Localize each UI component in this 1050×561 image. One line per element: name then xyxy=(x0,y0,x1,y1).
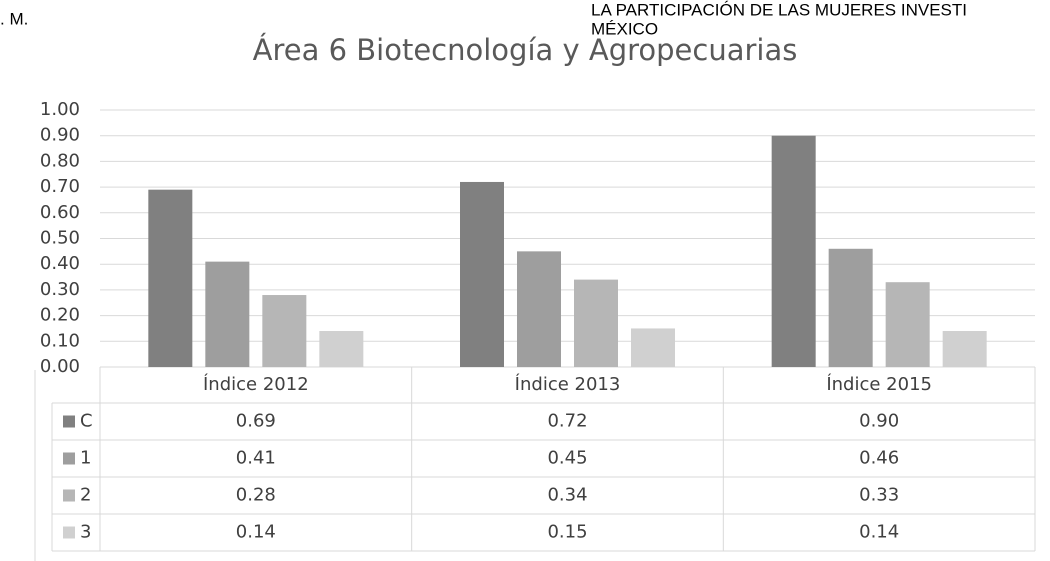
y-tick-label: 0.00 xyxy=(40,356,80,377)
table-value: 0.34 xyxy=(547,485,587,506)
legend-label: C xyxy=(80,411,93,432)
y-tick-label: 0.10 xyxy=(40,330,80,351)
overlay-text: . M. xyxy=(0,9,28,28)
overlay-text: MÉXICO xyxy=(591,19,658,38)
bar xyxy=(942,331,987,367)
table-value: 0.33 xyxy=(859,485,899,506)
bar xyxy=(631,328,675,367)
bar xyxy=(517,251,561,367)
bar xyxy=(262,295,307,367)
table-value: 0.69 xyxy=(236,411,276,432)
bar xyxy=(771,135,816,367)
table-value: 0.14 xyxy=(236,522,276,543)
table-value: 0.90 xyxy=(859,411,899,432)
legend-label: 1 xyxy=(80,448,91,469)
chart-title: Área 6 Biotecnología y Agropecuarias xyxy=(253,33,798,67)
y-tick-label: 0.80 xyxy=(40,150,80,171)
table-value: 0.15 xyxy=(547,522,587,543)
legend-key xyxy=(63,452,75,465)
table-value: 0.41 xyxy=(236,448,276,469)
y-tick-label: 0.20 xyxy=(40,305,80,326)
bar xyxy=(885,282,930,367)
bar xyxy=(148,189,193,367)
bar xyxy=(828,248,873,367)
y-tick-label: 0.50 xyxy=(40,228,80,249)
y-tick-label: 1.00 xyxy=(40,99,80,120)
bar xyxy=(460,181,504,367)
x-tick-label: Índice 2013 xyxy=(515,373,621,395)
table-value: 0.28 xyxy=(236,485,276,506)
y-tick-label: 0.40 xyxy=(40,253,80,274)
y-tick-label: 0.70 xyxy=(40,176,80,197)
legend-key xyxy=(63,489,75,502)
legend-key xyxy=(63,526,75,539)
y-tick-label: 0.60 xyxy=(40,202,80,223)
table-value: 0.14 xyxy=(859,522,899,543)
legend-label: 3 xyxy=(80,522,91,543)
x-tick-label: Índice 2012 xyxy=(203,373,309,395)
table-value: 0.72 xyxy=(547,411,587,432)
overlay-text: LA PARTICIPACIÓN DE LAS MUJERES INVESTI xyxy=(591,0,967,19)
x-tick-label: Índice 2015 xyxy=(826,373,932,395)
table-value: 0.46 xyxy=(859,448,899,469)
bar xyxy=(205,261,250,367)
bar xyxy=(319,331,364,367)
legend-key xyxy=(63,415,75,428)
y-tick-label: 0.90 xyxy=(40,125,80,146)
y-tick-label: 0.30 xyxy=(40,279,80,300)
bar xyxy=(574,279,618,367)
legend-label: 2 xyxy=(80,485,91,506)
table-value: 0.45 xyxy=(547,448,587,469)
